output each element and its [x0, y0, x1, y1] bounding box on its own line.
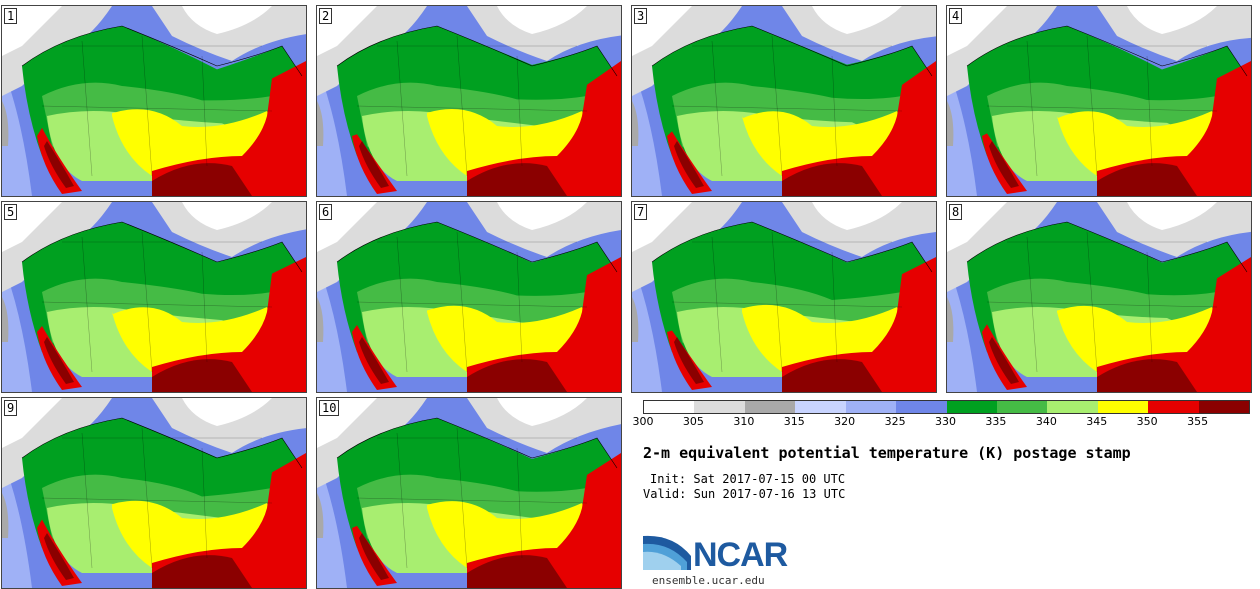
colorbar-segment: [644, 401, 695, 413]
colorbar-segment: [946, 401, 997, 413]
colorbar-tick-label: 350: [1136, 415, 1158, 428]
member-label: 9: [4, 400, 18, 416]
postage-stamp-map: 4: [946, 5, 1252, 197]
colorbar-segment: [744, 401, 796, 413]
colorbar-tick-label: 325: [884, 415, 906, 428]
colorbar-tick-label: 315: [783, 415, 805, 428]
colorbar-segment: [795, 401, 846, 413]
colorbar-ticks: 300 305 310 315 320 325 330 335 340 345 350 355: [633, 415, 1248, 429]
postage-stamp-map: 5: [1, 201, 307, 393]
colorbar-tick-label: 355: [1187, 415, 1209, 428]
colorbar-segment: [845, 401, 897, 413]
postage-stamp-map: 9: [1, 397, 307, 589]
colorbar-segment: [1097, 401, 1149, 413]
plot-title: 2-m equivalent potential temperature (K)…: [643, 444, 1131, 462]
colorbar-segment: [1047, 401, 1098, 413]
valid-time: Valid: Sun 2017-07-16 13 UTC: [643, 487, 846, 501]
colorbar: [643, 400, 1250, 414]
init-time: Init: Sat 2017-07-15 00 UTC: [650, 472, 846, 486]
site-url: ensemble.ucar.edu: [652, 574, 765, 587]
colorbar-tick-label: 330: [935, 415, 956, 428]
colorbar-tick-label: 320: [834, 415, 856, 428]
colorbar-tick-label: 345: [1086, 415, 1108, 428]
member-label: 3: [634, 8, 648, 24]
member-label: 1: [4, 8, 18, 24]
colorbar-tick-label: 300: [632, 415, 654, 428]
postage-stamp-map: 10: [316, 397, 622, 589]
postage-stamp-map: 7: [631, 201, 937, 393]
member-label: 6: [319, 204, 333, 220]
colorbar-segment: [1198, 401, 1250, 413]
member-label: 8: [949, 204, 963, 220]
colorbar-tick-label: 340: [1035, 415, 1057, 428]
member-label: 4: [949, 8, 963, 24]
ncar-logo-icon: [643, 535, 691, 570]
colorbar-segment: [896, 401, 947, 413]
colorbar-tick-label: 305: [682, 415, 704, 428]
postage-stamp-map: 2: [316, 5, 622, 197]
postage-stamp-map: 8: [946, 201, 1252, 393]
member-label: 2: [319, 8, 333, 24]
colorbar-tick-label: 335: [985, 415, 1007, 428]
member-label: 10: [319, 400, 340, 416]
postage-stamp-map: 3: [631, 5, 937, 197]
ncar-logo-text: NCAR: [693, 536, 788, 574]
colorbar-tick-label: 310: [733, 415, 755, 428]
postage-stamp-map: 1: [1, 5, 307, 197]
member-label: 5: [4, 204, 18, 220]
member-label: 7: [634, 204, 648, 220]
colorbar-segment: [1148, 401, 1199, 413]
colorbar-segment: [694, 401, 745, 413]
colorbar-segment: [996, 401, 1048, 413]
postage-stamp-map: 6: [316, 201, 622, 393]
